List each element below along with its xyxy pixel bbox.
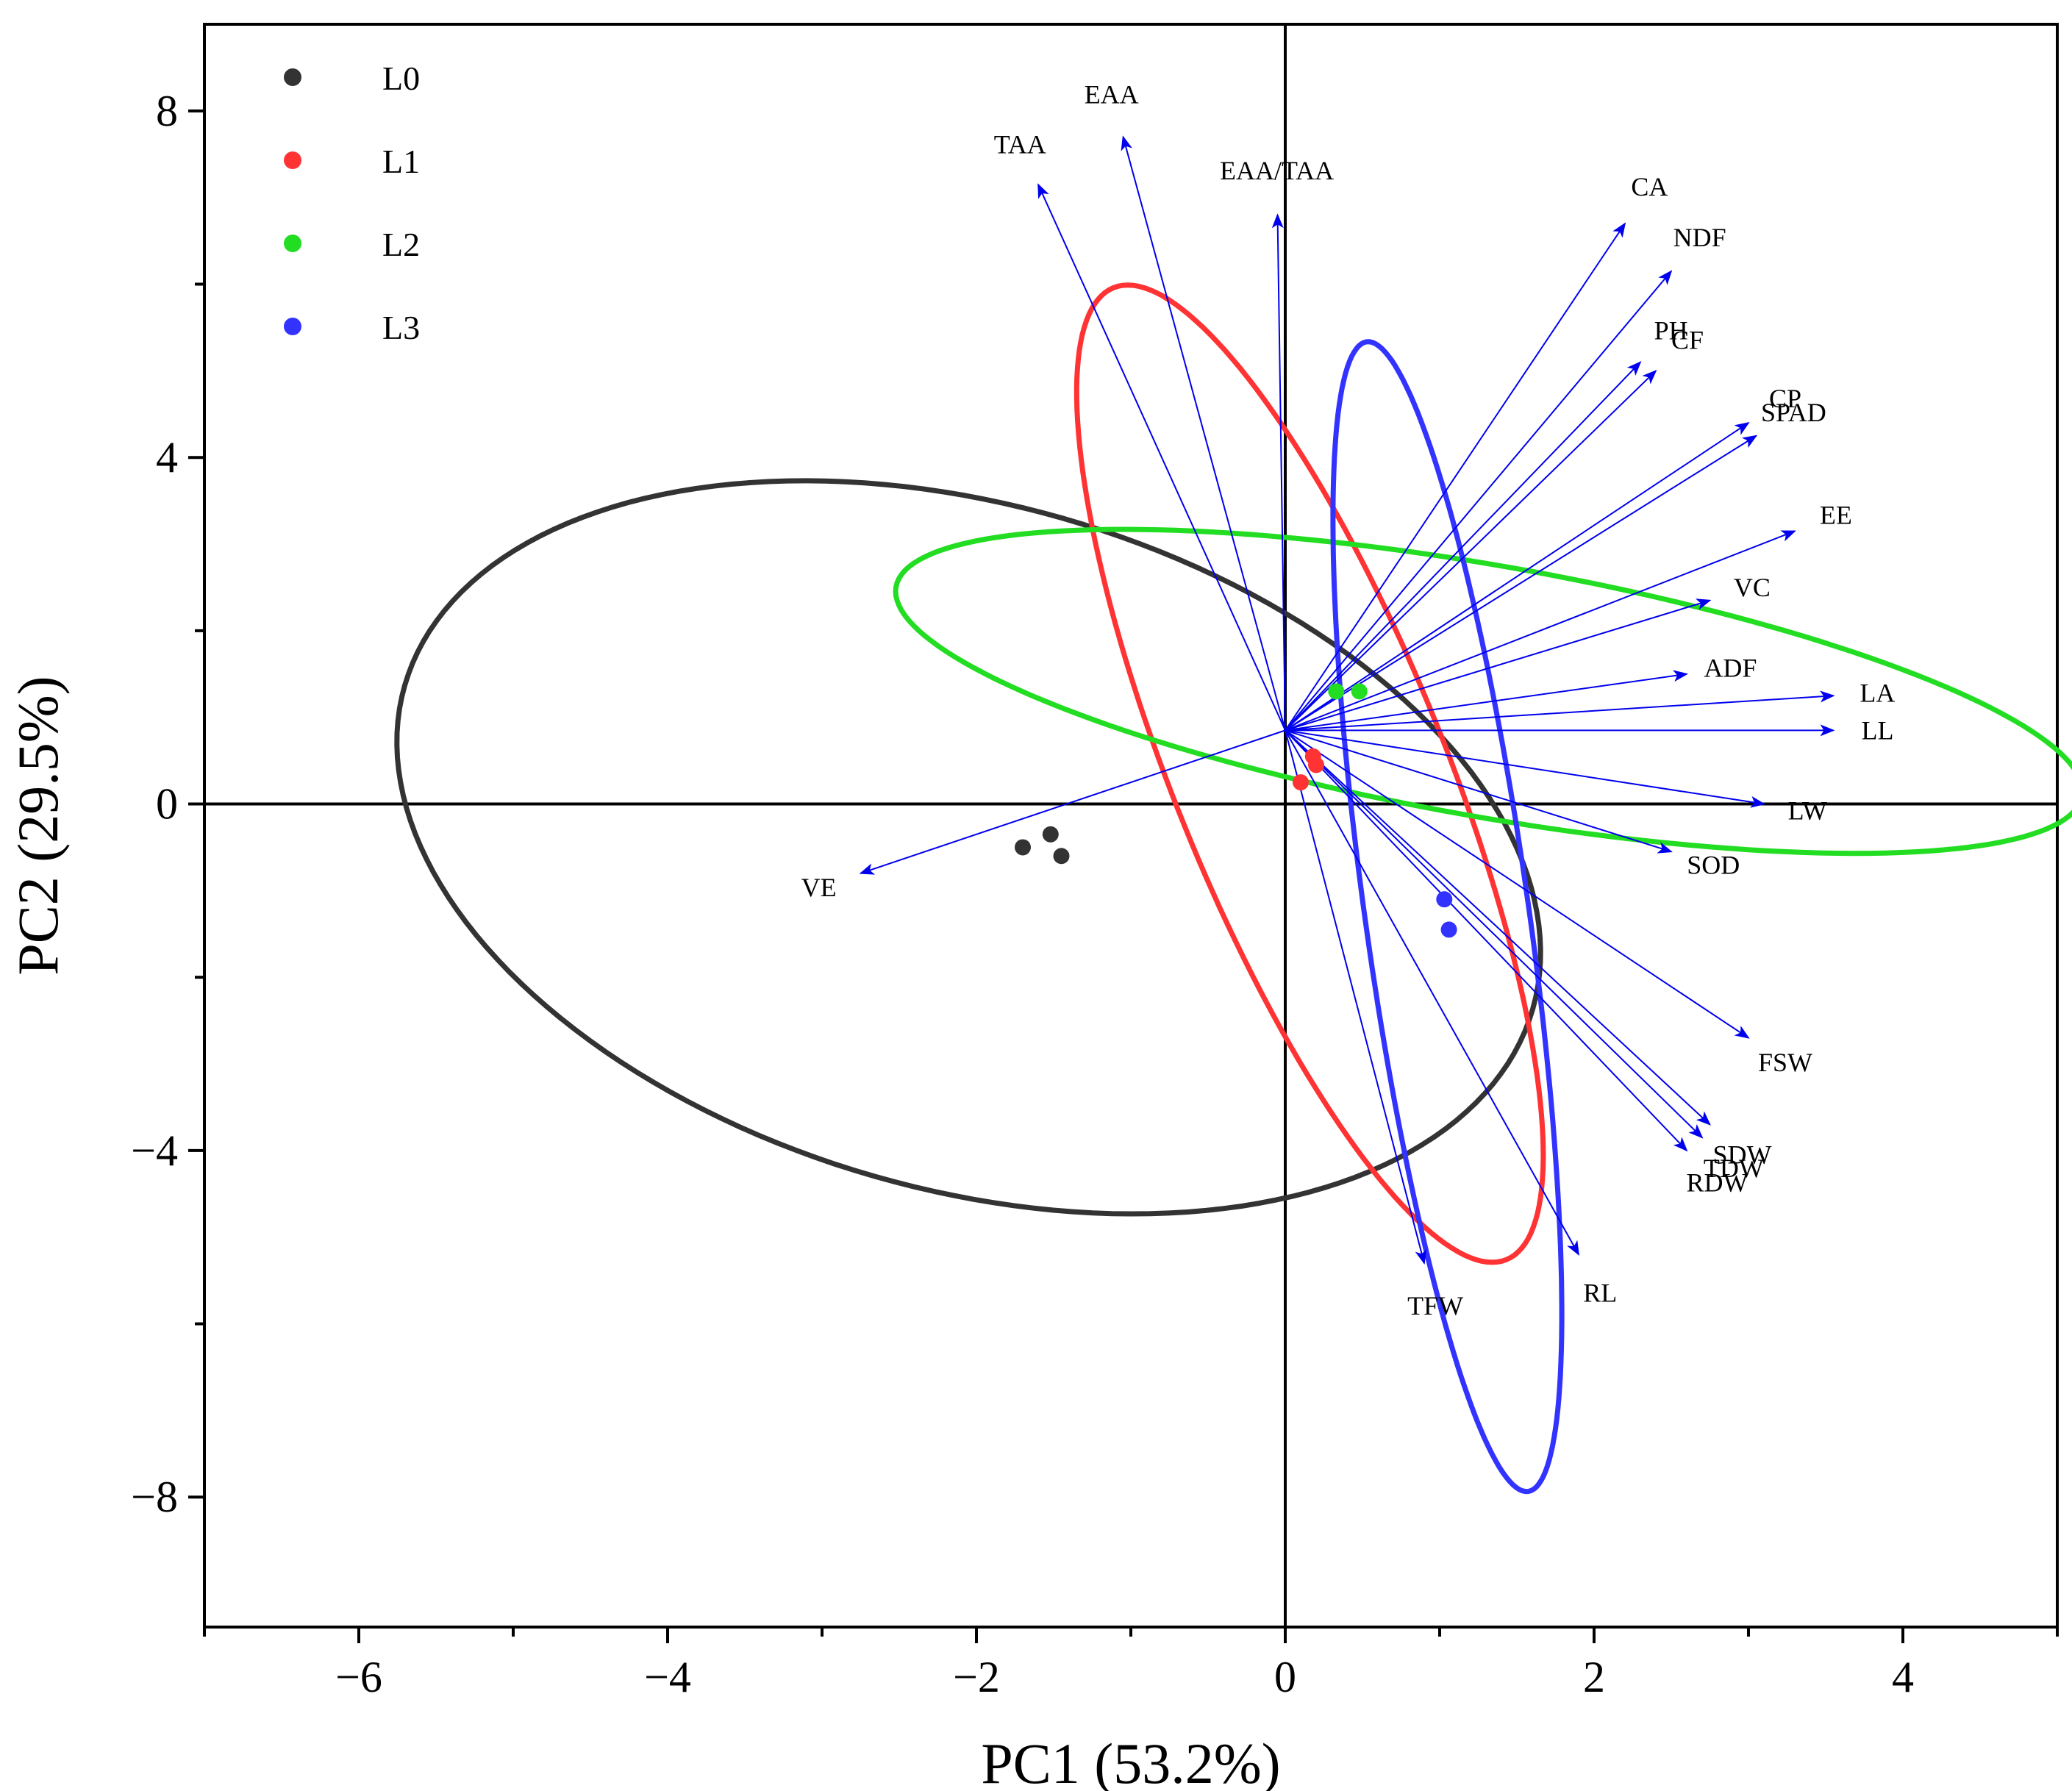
- loading-arrow-eaa-taa: [1271, 213, 1286, 731]
- loading-arrow-ee: [1285, 530, 1796, 732]
- loading-label-tfw: TFW: [1407, 1291, 1463, 1320]
- point-l1: [1293, 774, 1309, 791]
- legend-label-l0: L0: [382, 60, 420, 97]
- axis-ticks: [188, 109, 2059, 1643]
- legend-label-l2: L2: [382, 226, 420, 263]
- loading-arrow-tdw: [1285, 729, 1704, 1139]
- x-tick-label: 0: [1274, 1653, 1296, 1701]
- legend-marker-l1: [284, 151, 301, 169]
- point-l0: [1015, 839, 1031, 856]
- loading-arrow-fsw: [1285, 729, 1750, 1039]
- x-axis-title: PC1 (53.2%): [981, 1731, 1280, 1791]
- legend-marker-l3: [284, 318, 301, 335]
- point-l3: [1440, 921, 1457, 938]
- loading-arrow-sod: [1285, 729, 1673, 854]
- legend-label-l1: L1: [382, 143, 420, 180]
- axis-tick-labels: −6 −4 −2 0 2 4 −8 −4 0 4 8: [131, 87, 1914, 1701]
- loading-arrow-vc: [1285, 598, 1712, 732]
- loading-arrow-tfw: [1285, 730, 1427, 1265]
- loading-arrow-lw: [1285, 729, 1765, 808]
- loading-arrow-rdw: [1285, 729, 1688, 1152]
- legend: L0 L1 L2 L3: [284, 60, 420, 346]
- loading-label-spad: SPAD: [1761, 398, 1826, 427]
- loading-arrow-ph: [1285, 361, 1642, 732]
- y-tick-label: 8: [156, 87, 178, 135]
- loading-label-cp: CP: [1769, 384, 1801, 413]
- loading-label-la: LA: [1860, 678, 1895, 707]
- loading-label-vc: VC: [1734, 573, 1771, 602]
- loading-arrow-ndf: [1285, 270, 1673, 732]
- loading-label-ca: CA: [1631, 172, 1668, 201]
- x-tick-label: 4: [1892, 1653, 1914, 1701]
- loading-arrow-eaa: [1121, 135, 1286, 731]
- loading-label-ndf: NDF: [1673, 223, 1726, 252]
- loading-arrow-cf: [1285, 369, 1657, 732]
- loading-arrow-spad: [1285, 435, 1758, 732]
- loading-arrow-sdw: [1285, 729, 1711, 1126]
- loading-label-rdw: RDW: [1686, 1168, 1748, 1197]
- point-l2: [1351, 683, 1368, 700]
- y-tick-label: −8: [131, 1473, 178, 1521]
- y-tick-label: −4: [131, 1126, 178, 1175]
- y-axis-title: PC2 (29.5%): [6, 676, 70, 975]
- ellipse-l3: [1330, 339, 1565, 1495]
- point-l0: [1053, 848, 1070, 865]
- loading-arrow-ca: [1285, 222, 1626, 731]
- loading-label-lw: LW: [1788, 796, 1827, 826]
- legend-marker-l0: [284, 68, 301, 86]
- loading-label-sdw: SDW: [1712, 1140, 1771, 1169]
- loading-arrow-rl: [1285, 729, 1579, 1256]
- loading-arrow-cp: [1285, 421, 1750, 732]
- point-l2: [1328, 683, 1345, 700]
- loading-arrow-taa: [1037, 183, 1286, 731]
- zero-lines: [204, 24, 2057, 1627]
- loading-label-sod: SOD: [1687, 850, 1740, 879]
- ellipse-l0: [394, 478, 1543, 1217]
- ellipse-l1: [1073, 282, 1546, 1265]
- confidence-ellipses: [394, 282, 2072, 1495]
- loading-label-ll: LL: [1862, 715, 1894, 745]
- point-l1: [1308, 757, 1324, 773]
- legend-marker-l2: [284, 235, 301, 252]
- loading-label-ph: PH: [1654, 315, 1688, 345]
- loading-label-cf: CF: [1671, 326, 1704, 355]
- point-l0: [1042, 826, 1059, 843]
- legend-label-l3: L3: [382, 309, 420, 346]
- plot-frame: [203, 23, 2059, 1629]
- ellipse-l2: [893, 526, 2072, 857]
- loading-arrows: [859, 135, 1835, 1265]
- loading-label-ve: VE: [801, 873, 837, 902]
- score-points: [1015, 683, 1457, 938]
- loading-label-ee: EE: [1820, 500, 1852, 529]
- x-tick-label: 2: [1583, 1653, 1605, 1701]
- point-l3: [1436, 891, 1453, 908]
- loading-label-rl: RL: [1583, 1279, 1617, 1308]
- loading-label-eaa-taa: EAA/TAA: [1220, 156, 1334, 185]
- x-tick-label: −6: [335, 1653, 382, 1701]
- loading-label-adf: ADF: [1704, 653, 1757, 682]
- y-tick-label: 4: [156, 433, 178, 482]
- x-tick-label: −4: [644, 1653, 691, 1701]
- x-tick-label: −2: [953, 1653, 1000, 1701]
- loading-label-fsw: FSW: [1758, 1048, 1812, 1077]
- loading-label-tdw: TDW: [1704, 1154, 1764, 1183]
- loading-label-eaa: EAA: [1085, 79, 1139, 109]
- loading-arrow-ve: [859, 729, 1286, 875]
- loading-arrow-la: [1285, 690, 1835, 732]
- loading-arrow-adf: [1285, 670, 1688, 732]
- y-tick-label: 0: [156, 780, 178, 829]
- loading-label-taa: TAA: [994, 129, 1046, 159]
